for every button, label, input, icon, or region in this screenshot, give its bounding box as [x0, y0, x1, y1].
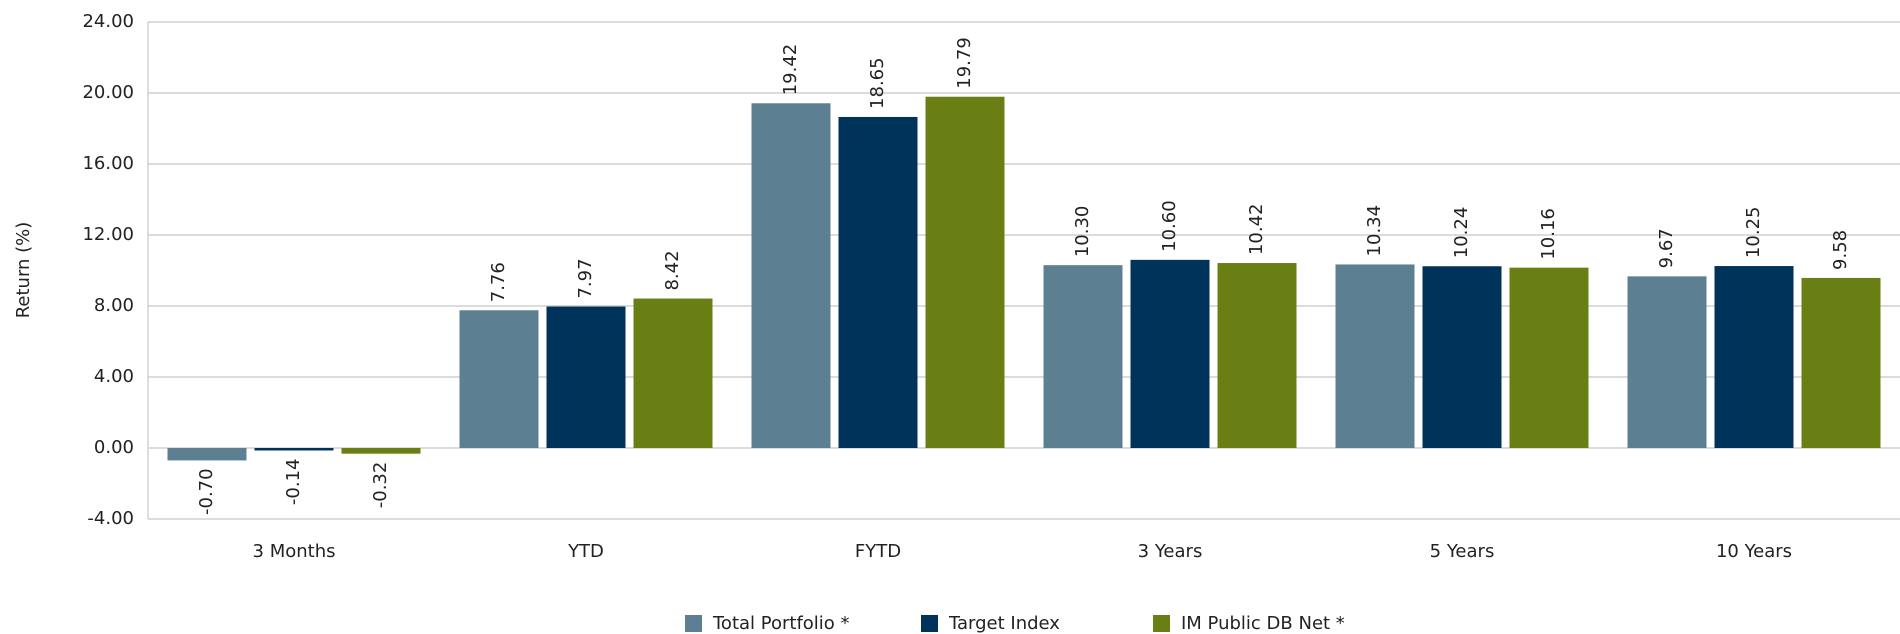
bar: [925, 96, 1005, 448]
bar: [838, 116, 918, 449]
data-label: 9.58: [1830, 230, 1851, 270]
bar: [1422, 266, 1502, 448]
data-label: 7.97: [575, 258, 596, 298]
x-tick-label: 3 Years: [1138, 541, 1203, 562]
x-tick-label: 10 Years: [1716, 541, 1792, 562]
bar: [546, 306, 626, 448]
data-label: 9.67: [1656, 228, 1677, 268]
data-label: 10.60: [1159, 200, 1180, 252]
legend-swatch: [921, 615, 938, 632]
data-label: -0.70: [196, 468, 217, 515]
bar: [1627, 276, 1707, 448]
data-label: 10.42: [1246, 204, 1267, 256]
y-tick-label: 8.00: [94, 295, 134, 316]
y-tick-label: -4.00: [87, 508, 134, 529]
bar: [341, 448, 421, 454]
legend-swatch: [1153, 615, 1170, 632]
x-tick-label: 3 Months: [253, 541, 336, 562]
data-label: 10.16: [1538, 208, 1559, 260]
bar: [1217, 263, 1297, 448]
bar: [459, 310, 539, 448]
data-label: -0.14: [283, 458, 304, 505]
y-tick-label: 20.00: [82, 82, 134, 103]
x-tick-label: 5 Years: [1430, 541, 1495, 562]
y-tick-label: 16.00: [82, 153, 134, 174]
data-label: 19.42: [780, 44, 801, 96]
bar: [1801, 277, 1881, 448]
data-label: 8.42: [662, 250, 683, 290]
data-label: 10.24: [1451, 207, 1472, 259]
legend-swatch: [685, 615, 702, 632]
bar: [167, 448, 247, 461]
data-label: 19.79: [954, 37, 975, 89]
data-label: 10.34: [1364, 205, 1385, 257]
data-label: 10.25: [1743, 207, 1764, 259]
legend-label: IM Public DB Net *: [1181, 613, 1345, 634]
bar: [1130, 259, 1210, 448]
bar: [1714, 266, 1794, 448]
bar: [1043, 265, 1123, 448]
y-tick-label: 12.00: [82, 224, 134, 245]
x-tick-label: FYTD: [855, 541, 901, 562]
bar: [254, 448, 334, 451]
bar: [633, 298, 713, 448]
legend-label: Target Index: [948, 613, 1060, 634]
y-tick-label: 24.00: [82, 11, 134, 32]
data-label: 7.76: [488, 262, 509, 302]
bar: [1335, 264, 1415, 448]
legend-label: Total Portfolio *: [712, 613, 850, 634]
y-tick-label: 4.00: [94, 366, 134, 387]
bar: [1509, 267, 1589, 448]
x-tick-label: YTD: [567, 541, 604, 562]
data-label: 10.30: [1072, 206, 1093, 258]
data-label: 18.65: [867, 57, 888, 109]
data-label: -0.32: [370, 462, 391, 509]
y-axis-label: Return (%): [13, 222, 34, 319]
bar: [751, 103, 831, 449]
y-tick-label: 0.00: [94, 437, 134, 458]
